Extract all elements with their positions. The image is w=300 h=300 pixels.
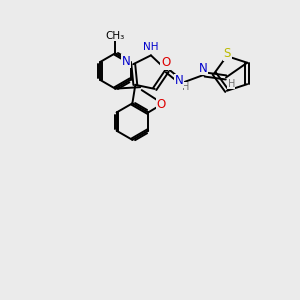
- Text: O: O: [161, 56, 170, 69]
- Text: N: N: [175, 74, 183, 87]
- Text: H: H: [228, 79, 235, 89]
- Text: S: S: [224, 47, 231, 60]
- Text: NH: NH: [143, 42, 159, 52]
- Text: O: O: [157, 98, 166, 111]
- Text: H: H: [182, 82, 189, 92]
- Text: N: N: [199, 61, 208, 74]
- Text: N: N: [122, 55, 130, 68]
- Text: CH₃: CH₃: [106, 31, 125, 40]
